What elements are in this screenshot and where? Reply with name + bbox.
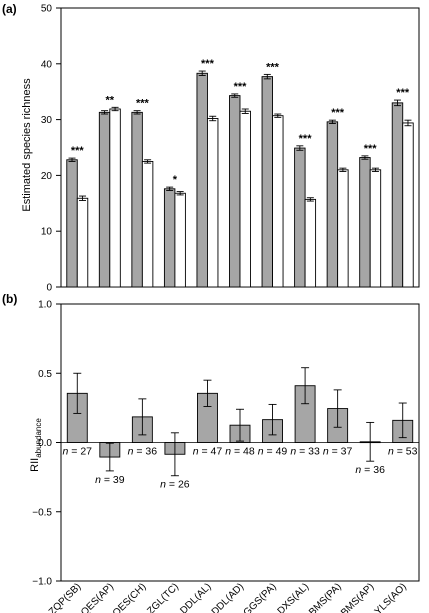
panel-b-sample-size-label: n = 36 [128, 446, 158, 458]
panel-a-bar-grey [261, 76, 273, 288]
panel-b-sample-size-label: n = 37 [323, 446, 353, 458]
x-category-label: QES(AP) [79, 581, 116, 613]
panel-b-sample-size-label: n = 49 [258, 446, 288, 458]
panel-a-y-tick-label: 30 [41, 115, 53, 126]
x-category-label: ZQP(SB) [47, 581, 83, 613]
panel-a-significance-label: *** [364, 143, 378, 155]
panel-a-bar-grey [163, 188, 176, 288]
panel-b-sample-size-label: n = 53 [388, 446, 418, 458]
panel-b-sample-size-label: n = 48 [225, 446, 255, 458]
panel-a-y-tick-label: 20 [41, 171, 53, 182]
panel-a: (a) Estimated species richness 0 10 20 30 40… [2, 2, 420, 294]
panel-b-sample-sizes: n = 27n = 39n = 36n = 26n = 47 n = 48 n = … [63, 446, 418, 491]
panel-b-y-axis-title: RIIabundance [29, 418, 43, 472]
panel-b-y-ticks: −1.0 −0.5 0.0 0.5 1.0 [32, 300, 61, 588]
panel-a-significance: ***** ************************* [71, 58, 410, 186]
panel-a-bar-white [304, 198, 317, 288]
panel-b-sample-size-label: n = 27 [63, 446, 93, 458]
panel-a-y-tick-label: 40 [41, 59, 53, 70]
panel-a-label: (a) [2, 2, 17, 16]
panel-a-bar-grey [326, 121, 339, 288]
panel-a-bar-white [337, 169, 349, 288]
panel-a-bar-grey [66, 159, 78, 288]
panel-a-bar-grey [98, 111, 111, 288]
panel-a-bar-white [239, 110, 251, 288]
panel-b-sample-size-label: n = 36 [355, 464, 385, 476]
panel-a-y-tick-label: 0 [46, 283, 52, 294]
panel-a-significance-label: *** [201, 58, 215, 70]
panel-b-label: (b) [2, 292, 17, 306]
panel-a-bar-grey [229, 95, 241, 288]
panel-a-significance-label: *** [234, 81, 248, 93]
panel-a-bar-white [402, 122, 414, 288]
panel-a-significance-label: * [173, 174, 178, 186]
panel-a-bar-grey [196, 72, 208, 288]
panel-b-sample-size-label: n = 26 [160, 479, 190, 491]
panel-a-y-tick-label: 10 [41, 227, 53, 238]
panel-a-bar-white [207, 118, 219, 288]
panel-a-significance-label: *** [396, 87, 410, 99]
panel-a-significance-label: *** [71, 145, 85, 157]
panel-a-significance-label: ** [106, 94, 115, 106]
panel-b-y-tick-label: 0.5 [38, 369, 52, 380]
x-category-label: ZGL(TC) [145, 581, 181, 613]
panel-a-bar-white [109, 108, 121, 288]
panel-a-bars [66, 70, 414, 288]
x-category-label: QES(CH) [111, 581, 149, 613]
panel-b-y-axis-title-subscript: abundance [34, 418, 43, 458]
panel-b-sample-size-label: n = 39 [95, 474, 125, 486]
panel-b-y-tick-label: 0.0 [38, 438, 52, 449]
panel-a-significance-label: *** [331, 107, 345, 119]
x-category-label: DDL(AD) [210, 581, 246, 613]
panel-b-sample-size-label: n = 33 [290, 446, 320, 458]
panel-b-y-tick-label: 1.0 [38, 300, 52, 311]
panel-a-bar-grey [359, 157, 371, 288]
panel-a-significance-label: *** [136, 98, 150, 110]
x-category-labels: ZQP(SB)QES(AP)QES(CH)ZGL(TC)DDL(AL)DDL(A… [47, 581, 409, 613]
panel-b-y-tick-label: −1.0 [32, 577, 52, 588]
x-category-label: YLS(AO) [373, 581, 409, 613]
panel-a-bar-white [174, 192, 186, 288]
panel-a-bar-grey [391, 102, 404, 288]
panel-a-bar-white [76, 197, 89, 288]
panel-a-y-tick-label: 50 [41, 4, 53, 15]
panel-a-bar-white [369, 169, 382, 288]
panel-a-significance-label: *** [299, 133, 313, 145]
panel-a-bar-white [272, 115, 284, 288]
panel-b-sample-size-label: n = 47 [193, 446, 223, 458]
panel-a-y-axis-title: Estimated species richness [21, 78, 33, 212]
panel-a-bar-grey [131, 111, 143, 288]
panel-a-y-ticks: 0 10 20 30 40 50 [41, 4, 61, 294]
panel-b: (b) RIIabundance −1.0 −0.5 0.0 0.5 1.0 n = 2… [2, 292, 420, 613]
x-category-label: GGS(PA) [242, 581, 279, 613]
x-category-label: DDL(AL) [178, 581, 213, 613]
panel-b-y-axis-title-main: RII [29, 458, 41, 472]
x-category-label: BMS(AP) [339, 581, 376, 613]
panel-a-bar-grey [294, 147, 306, 288]
panel-a-bar-white [141, 160, 154, 288]
panel-b-y-tick-label: −0.5 [32, 507, 52, 518]
x-category-label: DXS(AL) [276, 581, 312, 613]
x-category-label: BMS(PA) [307, 581, 344, 613]
panel-b-bars [66, 367, 414, 477]
panel-a-significance-label: *** [266, 61, 280, 73]
